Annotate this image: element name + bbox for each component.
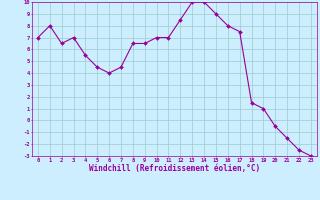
X-axis label: Windchill (Refroidissement éolien,°C): Windchill (Refroidissement éolien,°C) [89,164,260,173]
